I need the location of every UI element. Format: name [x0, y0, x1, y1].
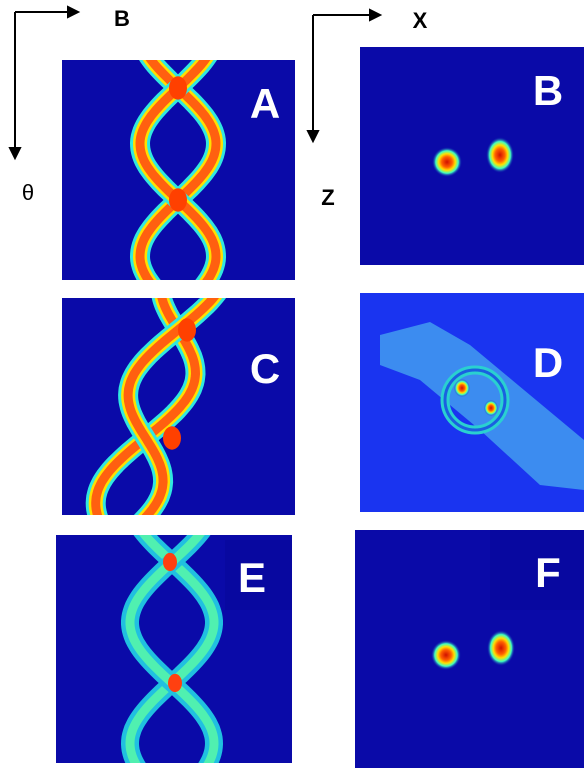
knot — [163, 426, 181, 449]
spot — [454, 379, 470, 397]
spot — [487, 630, 515, 666]
knot — [163, 553, 177, 571]
knot — [168, 674, 182, 692]
knot — [178, 318, 196, 341]
knot — [169, 188, 187, 211]
panel-label: A — [250, 80, 280, 127]
axis-label: X — [413, 8, 428, 33]
panel-label: D — [533, 339, 563, 386]
axis-label: Z — [321, 185, 334, 210]
panel-label: C — [250, 345, 280, 392]
arrow-head — [68, 7, 78, 17]
arrow-head — [370, 10, 380, 20]
axis-label: θ — [22, 180, 34, 205]
panel-label: F — [535, 549, 561, 596]
knot — [169, 76, 187, 99]
arrow-head — [308, 131, 318, 141]
spot — [484, 400, 498, 416]
spot — [432, 147, 462, 177]
spot — [486, 137, 514, 173]
panel-label: B — [533, 67, 563, 114]
panel-label: E — [238, 554, 266, 601]
spot — [431, 640, 461, 670]
axis-label: B — [114, 6, 130, 31]
arrow-head — [10, 148, 20, 158]
figure: B θ X Z A B C D E F — [0, 0, 584, 770]
